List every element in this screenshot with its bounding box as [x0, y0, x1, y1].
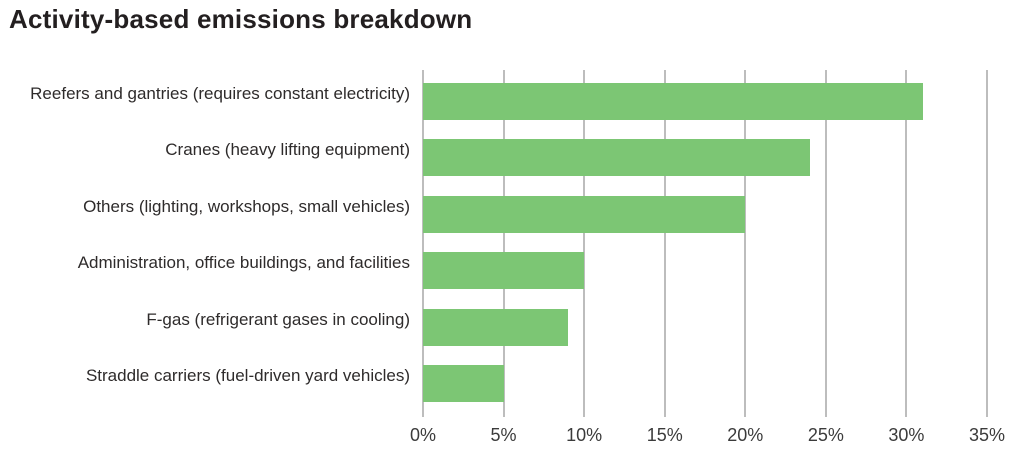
bar-row: Administration, office buildings, and fa… — [0, 252, 1022, 289]
chart-title: Activity-based emissions breakdown — [9, 4, 473, 34]
x-tick-label: 20% — [727, 425, 764, 445]
bar-row: Cranes (heavy lifting equipment) — [0, 139, 1022, 176]
gridline-0pct — [422, 70, 424, 417]
x-tick-label: 25% — [807, 425, 844, 445]
x-tick-label: 10% — [566, 425, 603, 445]
bar-24pct — [423, 139, 810, 176]
gridline-5pct — [502, 70, 505, 417]
bar-31pct — [423, 83, 923, 120]
category-label: Others (lighting, workshops, small vehic… — [83, 197, 410, 216]
gridline-35pct — [986, 70, 988, 417]
gridline-25pct — [824, 70, 827, 417]
bar-row: Reefers and gantries (requires constant … — [0, 83, 1022, 120]
bar-5pct — [423, 365, 504, 402]
bar-20pct — [423, 196, 745, 233]
category-label: F-gas (refrigerant gases in cooling) — [146, 310, 410, 329]
x-tick-label: 15% — [646, 425, 683, 445]
gridline-30pct — [905, 70, 908, 417]
bar-9pct — [423, 309, 568, 346]
x-tick-label: 5% — [490, 425, 517, 445]
category-label: Administration, office buildings, and fa… — [77, 253, 410, 272]
category-label: Reefers and gantries (requires constant … — [30, 84, 410, 103]
bar-row: Straddle carriers (fuel-driven yard vehi… — [0, 365, 1022, 402]
bar-row: F-gas (refrigerant gases in cooling) — [0, 309, 1022, 346]
bar-10pct — [423, 252, 584, 289]
category-label: Cranes (heavy lifting equipment) — [165, 140, 410, 159]
x-tick-label: 0% — [409, 425, 436, 445]
gridline-15pct — [663, 70, 666, 417]
gridline-20pct — [744, 70, 747, 417]
x-tick-label: 35% — [968, 425, 1006, 445]
category-label: Straddle carriers (fuel-driven yard vehi… — [85, 366, 410, 385]
gridline-10pct — [583, 70, 586, 417]
bar-row: Others (lighting, workshops, small vehic… — [0, 196, 1022, 233]
x-tick-label: 30% — [888, 425, 925, 445]
